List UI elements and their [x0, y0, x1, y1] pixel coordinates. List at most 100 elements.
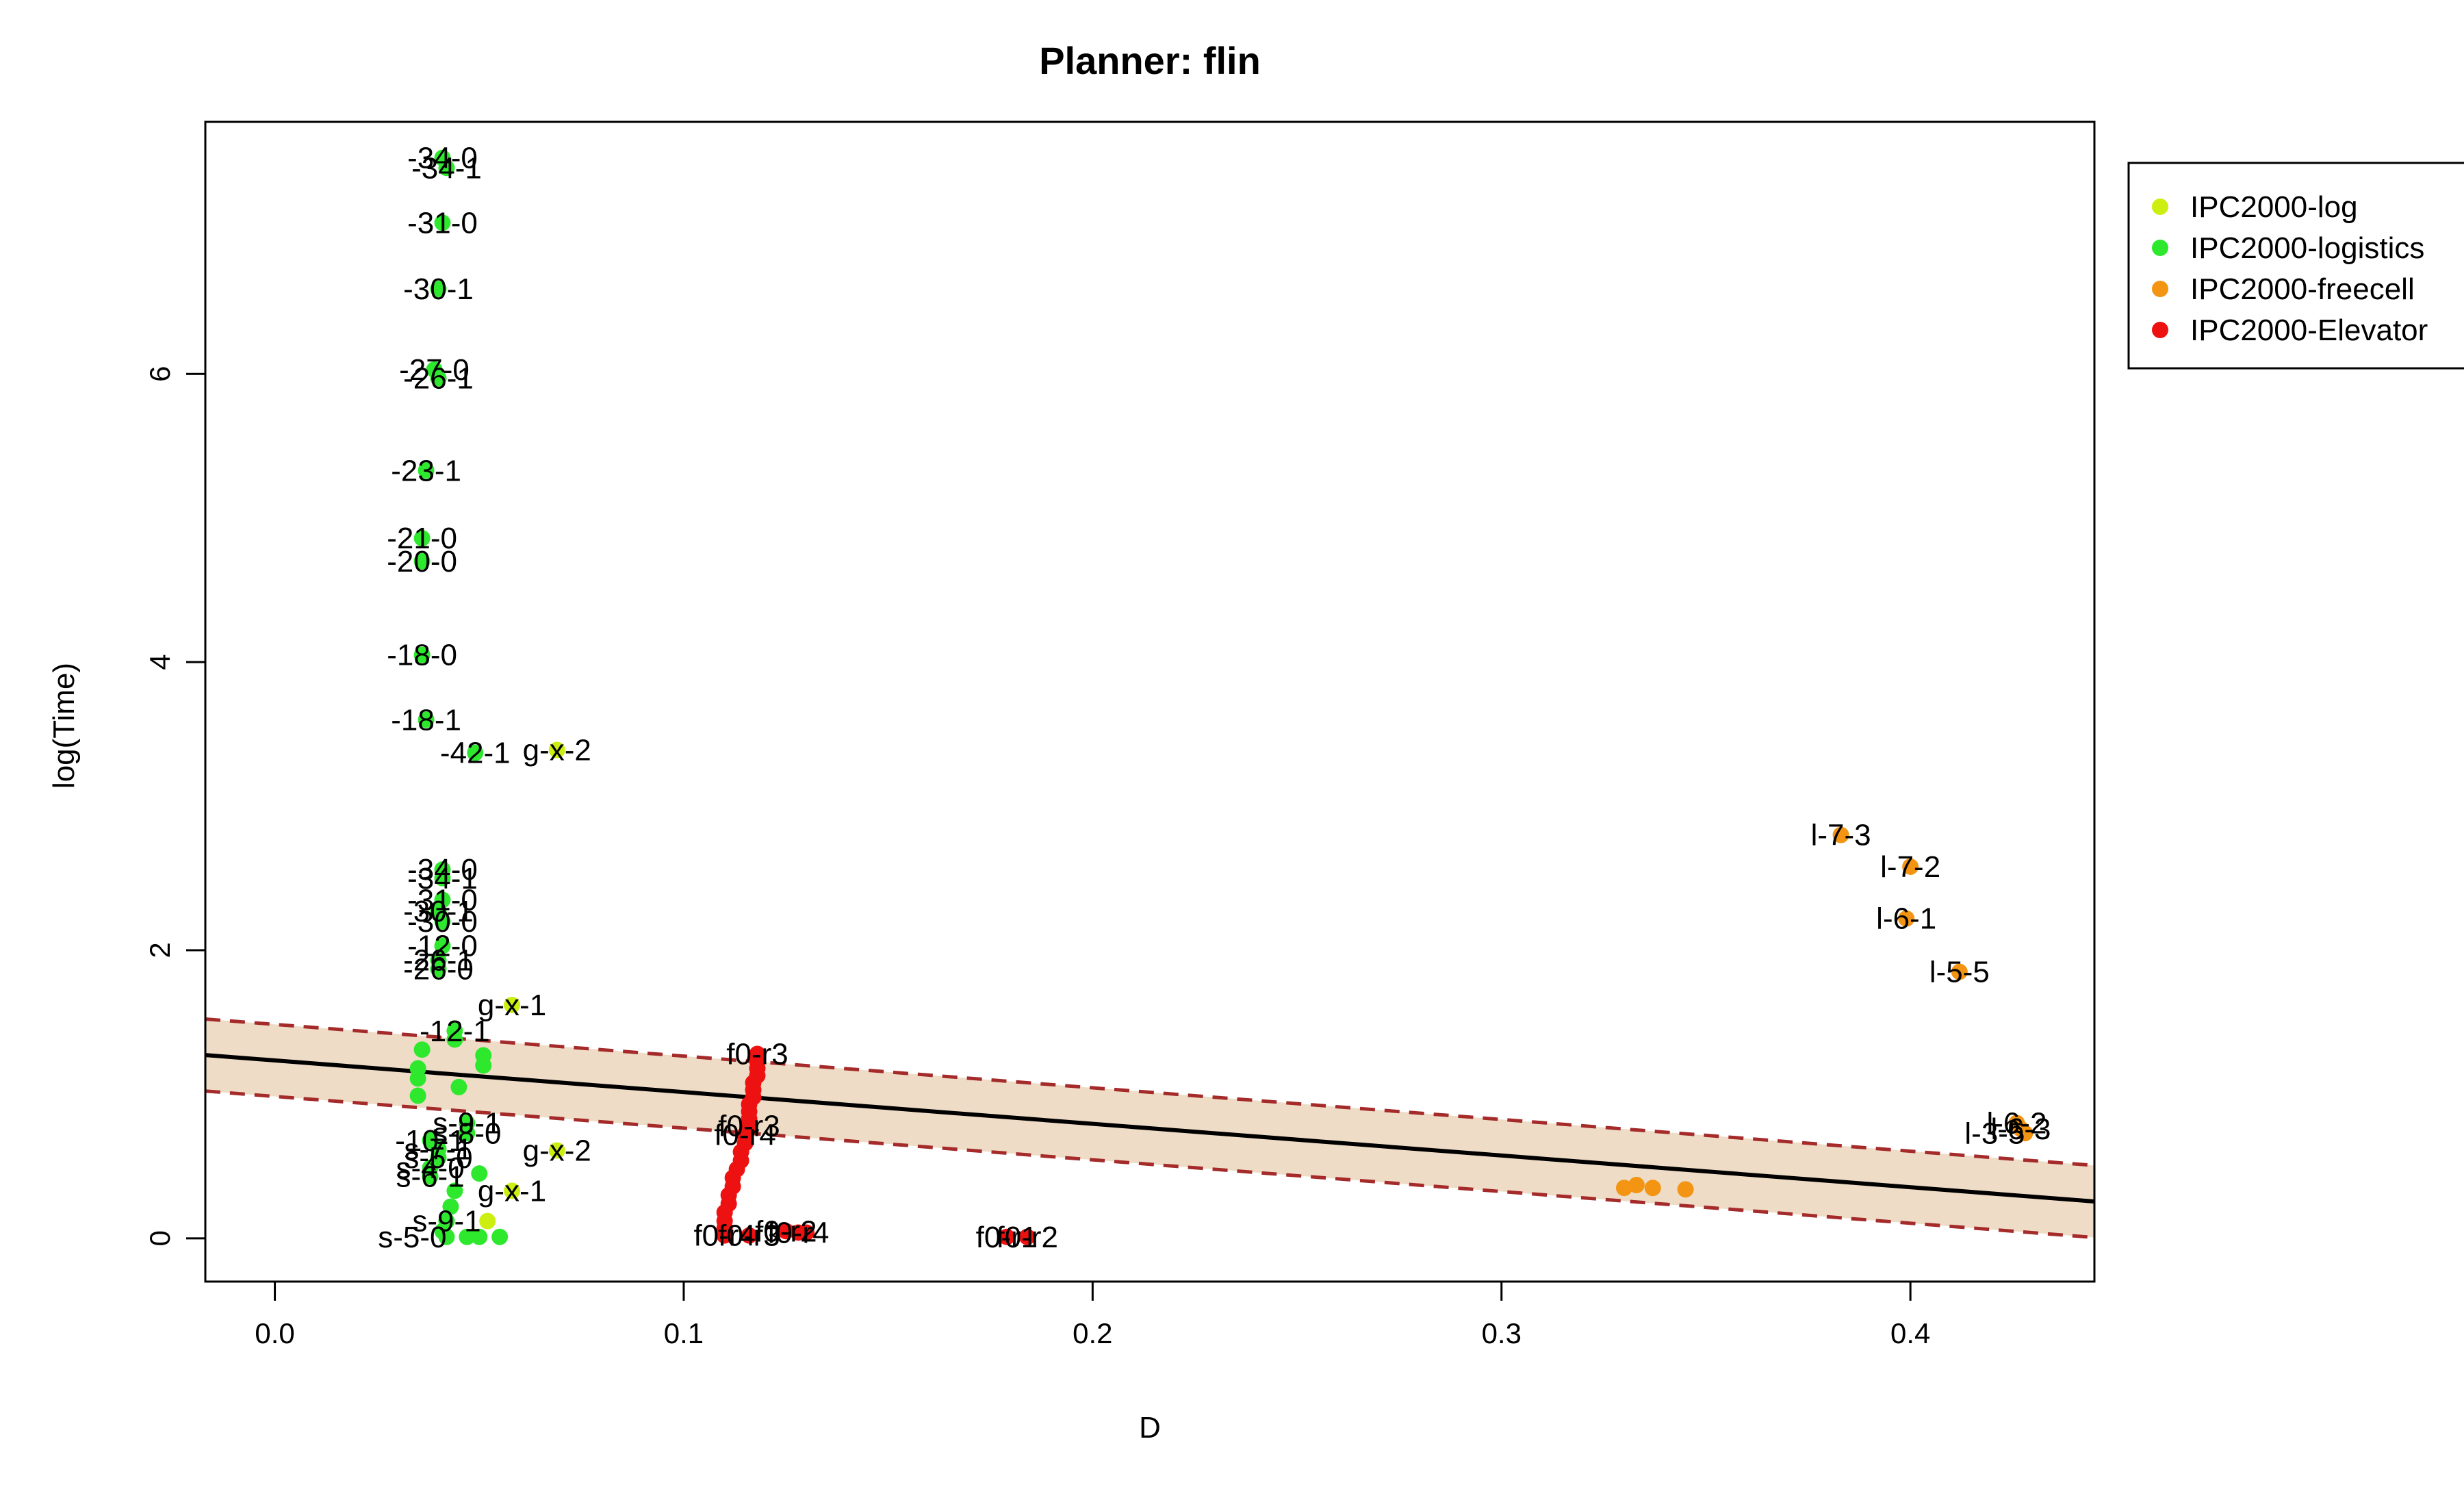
point-label-1-20: -12-1 — [420, 1015, 490, 1048]
data-point-3-27 — [798, 1224, 815, 1241]
data-point-1-35 — [422, 1168, 439, 1185]
point-label-2-4: l-6-2 — [1986, 1107, 2046, 1141]
legend: IPC2000-log IPC2000-logistics IPC2000-free… — [2127, 162, 2464, 370]
legend-label-3: IPC2000-Elevator — [2190, 314, 2428, 347]
data-point-3-28 — [998, 1228, 1015, 1245]
data-point-1-19 — [430, 960, 447, 978]
point-label-3-25: f0-r2 — [755, 1214, 817, 1248]
data-point-1-1 — [438, 160, 455, 177]
data-point-1-8 — [413, 552, 431, 570]
data-point-1-41 — [438, 1228, 455, 1245]
data-point-1-7 — [413, 530, 431, 547]
data-point-1-21 — [446, 1031, 463, 1048]
data-point-0-1 — [504, 996, 521, 1013]
data-point-1-9 — [413, 646, 431, 663]
point-label-1-14: -31-0 — [407, 883, 478, 917]
point-label-3-28: f0-r1 — [976, 1221, 1038, 1254]
data-point-1-37 — [446, 1182, 463, 1199]
point-label-1-1: -34-1 — [411, 151, 482, 185]
point-label-1-41: s-5-0 — [378, 1221, 446, 1254]
legend-label-1: IPC2000-logistics — [2190, 231, 2424, 265]
point-label-0-3: g-x-1 — [478, 1174, 546, 1208]
legend-marker-1 — [2152, 240, 2168, 256]
data-point-0-3 — [504, 1182, 521, 1199]
point-label-1-2: -31-0 — [407, 206, 478, 240]
series-ipc2000-log — [479, 741, 565, 1230]
data-point-1-26 — [409, 1070, 426, 1087]
point-label-3-26: f0-r4 — [767, 1216, 829, 1249]
point-label-3-10: f0-r3 — [718, 1110, 780, 1143]
point-label-1-9: -18-0 — [387, 639, 457, 672]
data-point-2-2 — [1898, 910, 1915, 927]
data-point-3-29 — [1018, 1228, 1036, 1245]
point-label-1-3: -30-1 — [403, 272, 474, 306]
point-label-1-12: -34-0 — [407, 853, 478, 887]
data-point-1-11 — [467, 744, 484, 761]
data-point-2-6 — [2016, 1125, 2033, 1142]
point-label-2-5: l-6-3 — [1990, 1112, 2051, 1146]
x-tick-label-4: 0.4 — [1890, 1317, 1930, 1349]
y-tick-label-1: 2 — [144, 942, 176, 958]
data-point-1-38 — [442, 1198, 459, 1215]
point-label-1-6: -23-1 — [391, 454, 461, 487]
data-point-1-24 — [475, 1057, 492, 1074]
data-point-3-25 — [778, 1223, 795, 1240]
data-point-1-42 — [459, 1228, 476, 1245]
point-label-1-17: -12-0 — [407, 930, 478, 963]
data-point-1-27 — [450, 1078, 467, 1095]
point-label-2-6: l-3-5 — [1964, 1117, 2025, 1150]
data-point-1-13 — [434, 869, 451, 887]
point-label-0-2: g-x-2 — [523, 1134, 591, 1168]
data-point-1-5 — [430, 370, 447, 387]
point-label-1-18: -26-1 — [403, 944, 474, 978]
point-label-1-13: -34-1 — [407, 862, 478, 895]
point-label-1-5: -26-1 — [403, 362, 474, 396]
point-label-1-34: s-4-0 — [396, 1151, 464, 1185]
data-point-1-44 — [491, 1228, 509, 1245]
point-label-1-39: s-9-1 — [412, 1205, 480, 1238]
y-tick-label-3: 6 — [144, 366, 176, 382]
point-label-1-16: -30-0 — [407, 905, 478, 939]
point-label-0-1: g-x-1 — [478, 989, 546, 1022]
series-ipc2000-elevator — [716, 1045, 1036, 1245]
point-label-3-11: f0-r4 — [714, 1118, 775, 1151]
legend-marker-3 — [2152, 322, 2168, 338]
y-tick-label-0: 0 — [144, 1230, 176, 1246]
point-label-1-10: -18-1 — [391, 703, 461, 737]
x-axis-label: D — [1139, 1411, 1161, 1445]
data-point-2-9 — [1644, 1180, 1661, 1197]
point-label-3-0: f0-r3 — [726, 1038, 788, 1071]
data-point-1-17 — [434, 937, 451, 954]
data-point-2-0 — [1832, 826, 1849, 843]
data-point-3-23 — [716, 1227, 733, 1244]
point-label-1-7: -21-0 — [387, 522, 457, 555]
point-label-1-30: s-8-0 — [433, 1117, 501, 1150]
legend-label-2: IPC2000-freecell — [2190, 272, 2415, 306]
chart-title: Planner: flin — [1039, 39, 1261, 82]
point-label-1-33: s-5-0 — [404, 1141, 472, 1175]
data-point-2-1 — [1902, 858, 1919, 875]
data-point-1-30 — [459, 1125, 476, 1142]
point-label-1-35: s-6-1 — [396, 1160, 464, 1193]
y-tick-label-2: 4 — [144, 654, 176, 670]
regression-line — [205, 1053, 2094, 1204]
data-point-3-24 — [741, 1227, 758, 1244]
data-point-1-28 — [409, 1087, 426, 1104]
data-point-1-16 — [434, 913, 451, 930]
plot-area: g-x-2g-x-1g-x-2g-x-1-34-0-34-1-31-0-30-1… — [144, 120, 2096, 1349]
x-tick-label-2: 0.2 — [1073, 1317, 1112, 1349]
point-label-2-3: l-5-5 — [1929, 956, 1990, 989]
point-label-1-15: -30-1 — [403, 895, 474, 928]
legend-marker-2 — [2152, 281, 2168, 297]
point-label-2-0: l-7-3 — [1811, 819, 1871, 852]
point-label-1-19: -26-0 — [403, 952, 474, 986]
data-point-1-6 — [418, 462, 435, 479]
data-point-1-10 — [418, 711, 435, 728]
data-point-2-3 — [1951, 963, 1968, 980]
point-label-1-11: -42-1 — [440, 737, 511, 770]
x-tick-label-3: 0.3 — [1482, 1317, 1522, 1349]
point-label-2-2: l-6-1 — [1876, 902, 1936, 936]
point-label-1-29: s-9-1 — [433, 1107, 501, 1141]
point-label-1-0: -34-0 — [407, 142, 478, 175]
